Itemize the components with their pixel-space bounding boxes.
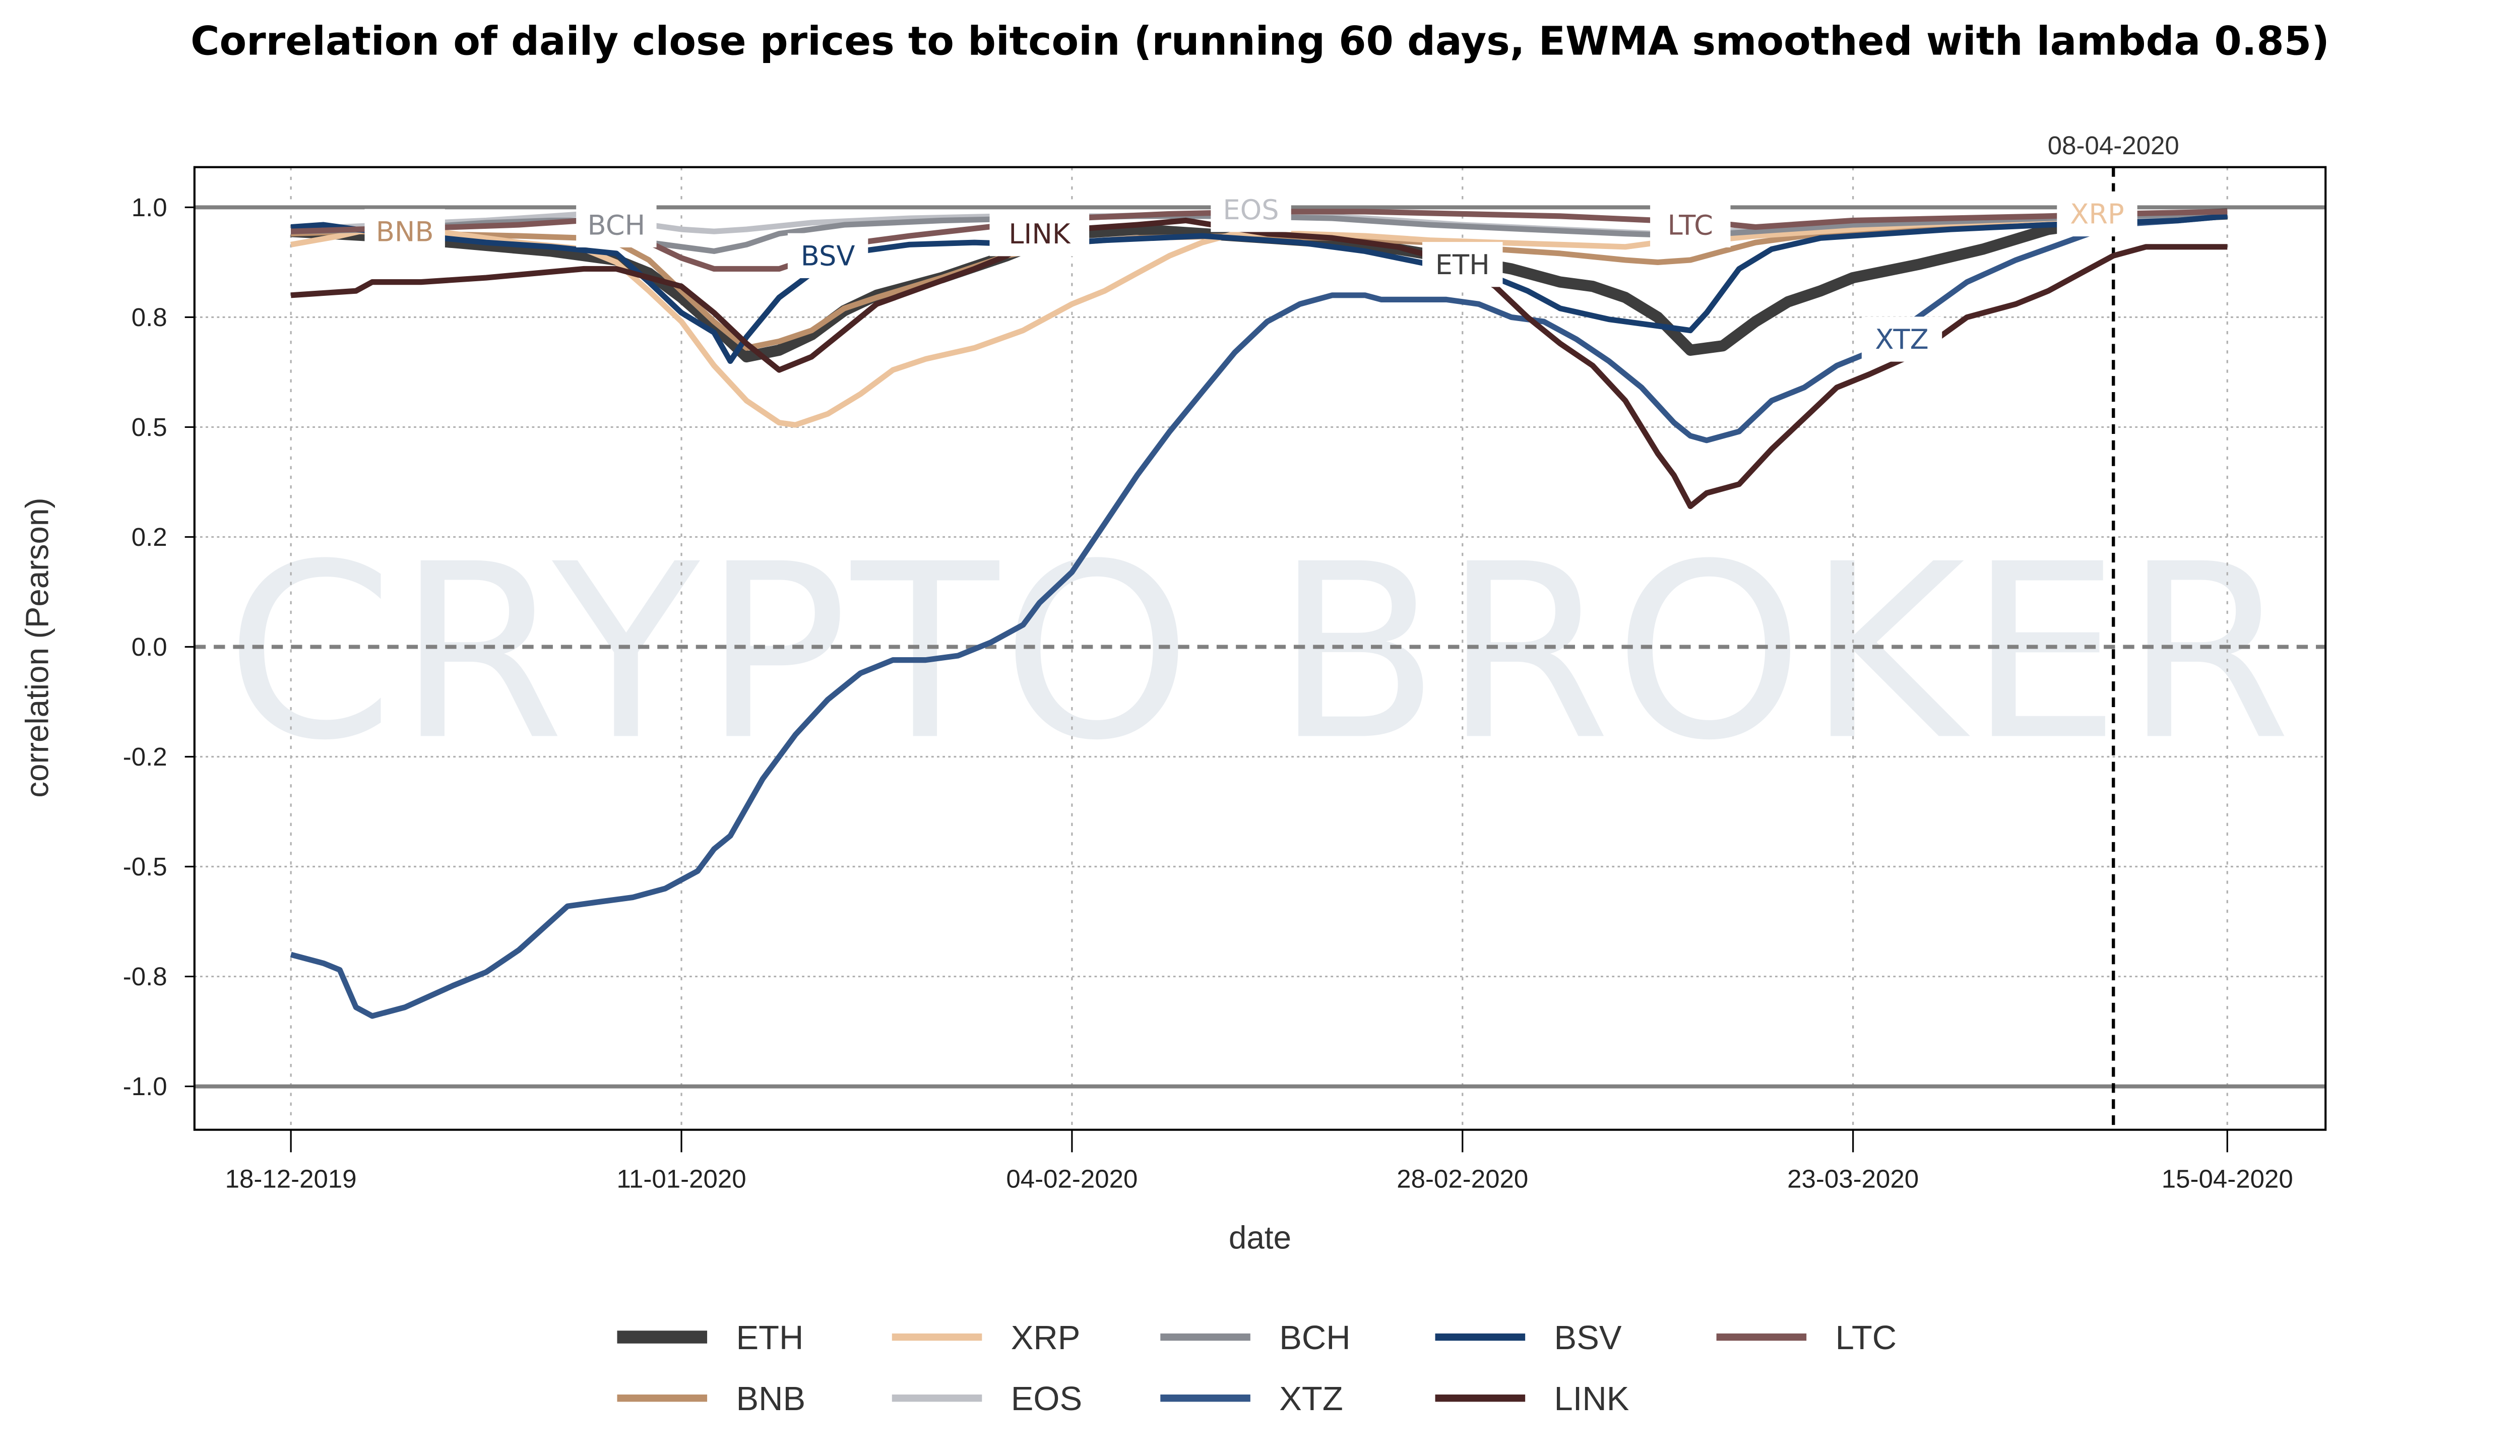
legend-label: BNB (736, 1380, 805, 1418)
series-label-text: ETH (1435, 249, 1490, 281)
date-marker: 08-04-2020 (2048, 131, 2179, 1130)
chart-title: Correlation of daily close prices to bit… (191, 18, 2329, 64)
series-label-box (1650, 202, 1731, 247)
legend-item-ltc: LTC (1716, 1319, 1897, 1357)
y-tick-label: 0.8 (132, 303, 167, 332)
series-label-text: BCH (587, 209, 645, 241)
series-label-box (364, 209, 445, 254)
x-tick-label: 23-03-2020 (1787, 1164, 1919, 1193)
series-labels: ETH BNB XRP EOS BCH XTZ BSV LINK LTC (364, 187, 2137, 362)
series-label-box (576, 202, 657, 247)
series-label-xrp: XRP (2057, 191, 2137, 237)
series-label-link: LINK (989, 211, 1090, 257)
series-label-text: LTC (1668, 209, 1714, 241)
legend-label: EOS (1011, 1380, 1082, 1418)
y-tick-label: -0.2 (123, 742, 167, 771)
x-tick-label: 11-01-2020 (616, 1164, 746, 1193)
series-label-text: XRP (2070, 199, 2124, 230)
series-label-ltc: LTC (1650, 202, 1731, 247)
series-line-xtz (290, 213, 2228, 1019)
series-label-eth: ETH (1422, 242, 1503, 287)
y-axis-label: correlation (Pearson) (19, 497, 55, 797)
x-tick-label: 04-02-2020 (1006, 1164, 1138, 1193)
legend-item-xrp: XRP (892, 1319, 1081, 1357)
y-tick-label: 0.2 (132, 523, 167, 551)
series-label-text: XTZ (1875, 324, 1928, 355)
legend-label: XTZ (1279, 1380, 1343, 1418)
series-label-bsv: BSV (787, 233, 868, 278)
series-label-xtz: XTZ (1861, 316, 1942, 362)
plot-area: CRYPTO BROKER 08-04-2020 ETH BNB XRP EOS BCH… (193, 131, 2327, 1131)
series-label-text: BNB (376, 216, 434, 247)
legend-item-link: LINK (1435, 1380, 1629, 1418)
series-label-text: BSV (801, 240, 855, 272)
series-label-box (2057, 191, 2137, 237)
series-label-text: LINK (1009, 218, 1071, 250)
date-marker-label: 08-04-2020 (2048, 131, 2179, 160)
legend: ETH XRP BCH BSV LTC BNB EOS XTZ LINK (617, 1319, 1897, 1418)
legend-item-xtz: XTZ (1160, 1380, 1343, 1418)
watermark: CRYPTO BROKER (225, 512, 2294, 793)
y-tick-label: 1.0 (132, 193, 167, 222)
y-tick-label: -0.5 (123, 852, 167, 881)
series-line-bsv (290, 213, 2228, 364)
gridlines (194, 167, 2326, 1130)
y-tick-label: 0.0 (132, 632, 167, 661)
series-label-text: EOS (1223, 194, 1279, 226)
x-axis-label: date (1229, 1220, 1291, 1256)
x-axis: 18-12-2019 11-01-2020 04-02-2020 28-02-2020… (225, 1129, 2293, 1193)
series-label-eos: EOS (1211, 187, 1291, 232)
series-label-bch: BCH (576, 202, 657, 247)
series-label-box (1211, 187, 1291, 232)
legend-item-bsv: BSV (1435, 1319, 1622, 1357)
legend-item-bch: BCH (1160, 1319, 1351, 1357)
plot-frame (193, 166, 2327, 1131)
legend-label: LINK (1554, 1380, 1629, 1418)
series-label-box (1422, 242, 1503, 287)
legend-label: ETH (736, 1319, 803, 1357)
y-tick-label: -1.0 (123, 1072, 167, 1101)
series-label-box (1861, 316, 1942, 362)
legend-item-eth: ETH (617, 1319, 803, 1357)
legend-label: BSV (1554, 1319, 1622, 1357)
legend-item-eos: EOS (892, 1380, 1082, 1418)
legend-item-bnb: BNB (617, 1380, 805, 1418)
series-label-box (989, 211, 1090, 257)
x-tick-label: 18-12-2019 (225, 1164, 357, 1193)
legend-label: XRP (1011, 1319, 1081, 1357)
series-label-box (787, 233, 868, 278)
legend-label: BCH (1279, 1319, 1350, 1357)
x-tick-label: 28-02-2020 (1397, 1164, 1528, 1193)
y-axis: 1.0 0.8 0.5 0.2 0.0 -0.2 -0.5 -0.8 -1.0 (123, 193, 195, 1101)
x-tick-label: 15-04-2020 (2162, 1164, 2293, 1193)
y-tick-label: -0.8 (123, 962, 167, 991)
y-tick-label: 0.5 (132, 413, 167, 441)
series-label-bnb: BNB (364, 209, 445, 254)
legend-label: LTC (1836, 1319, 1897, 1357)
